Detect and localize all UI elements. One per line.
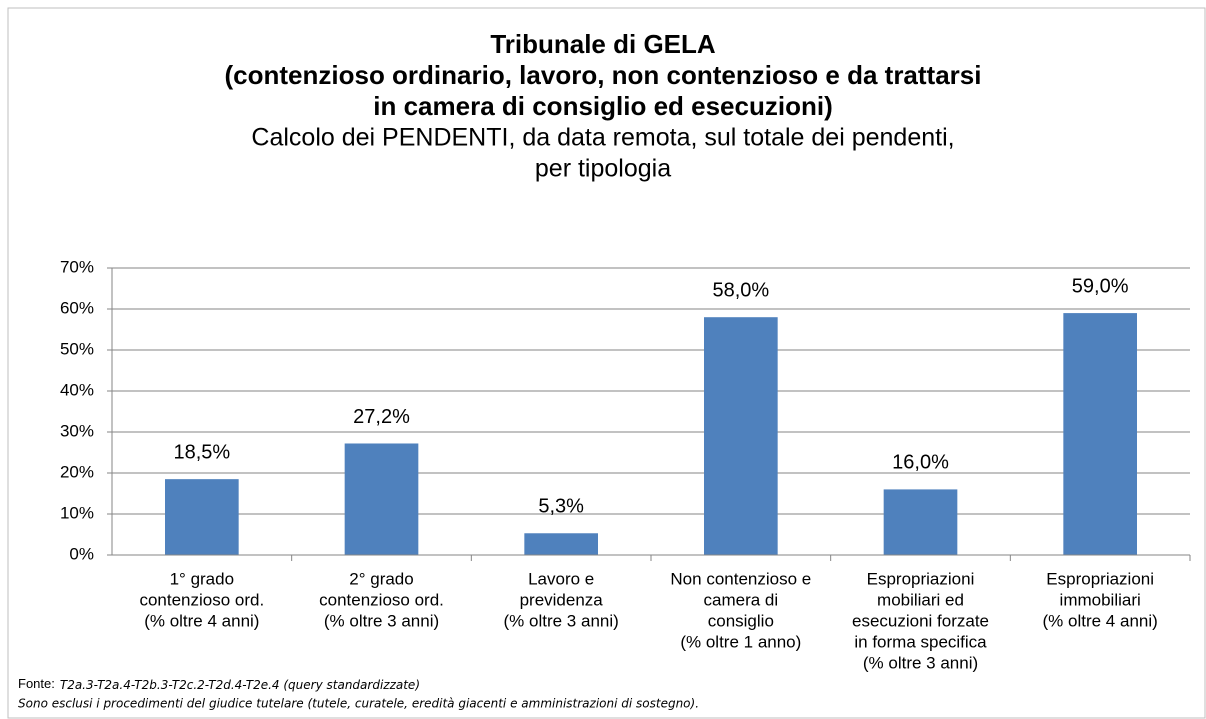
chart-subtitle: per tipologia <box>535 155 671 183</box>
x-tick-label: Espropriazioni <box>1046 569 1154 588</box>
x-tick-label: (% oltre 3 anni) <box>324 611 439 630</box>
x-tick-label: previdenza <box>520 590 604 609</box>
x-tick-label: (% oltre 3 anni) <box>863 653 978 672</box>
y-tick-label: 40% <box>60 380 94 399</box>
data-label: 58,0% <box>712 279 769 301</box>
y-tick-label: 50% <box>60 339 94 358</box>
chart-title: in camera di consiglio ed esecuzioni) <box>373 91 832 121</box>
y-tick-label: 20% <box>60 462 94 481</box>
chart-subtitle: Calcolo dei PENDENTI, da data remota, su… <box>251 124 954 152</box>
bar <box>344 443 419 555</box>
bar <box>524 533 598 555</box>
chart-frame <box>7 7 1206 719</box>
x-tick-label: (% oltre 4 anni) <box>144 611 259 630</box>
y-tick-label: 10% <box>60 503 94 522</box>
source: Fonte: T2a.3-T2a.4-T2b.3-T2c.2-T2d.4-T2e.… <box>18 676 420 691</box>
data-label: 16,0% <box>892 452 949 474</box>
x-tick-label: (% oltre 4 anni) <box>1043 611 1158 630</box>
y-tick-label: 60% <box>60 298 94 317</box>
x-tick-label: Non contenzioso e <box>670 569 811 588</box>
x-tick-label: contenzioso ord. <box>139 590 264 609</box>
y-tick-label: 30% <box>60 421 94 440</box>
chart-title: (contenzioso ordinario, lavoro, non cont… <box>225 60 982 90</box>
bar <box>883 489 958 555</box>
y-tick-label: 0% <box>69 544 94 563</box>
x-tick-label: (% oltre 3 anni) <box>504 611 619 630</box>
bar <box>165 479 239 555</box>
y-tick-label: 70% <box>60 257 94 276</box>
x-tick-label: esecuzioni forzate <box>852 611 989 630</box>
x-tick-label: immobiliari <box>1060 590 1141 609</box>
source-label: Fonte: <box>18 676 55 691</box>
x-tick-label: in forma specifica <box>854 632 987 651</box>
x-tick-label: consiglio <box>708 611 774 630</box>
source-text: T2a.3-T2a.4-T2b.3-T2c.2-T2d.4-T2e.4 (que… <box>60 678 420 692</box>
note: Sono esclusi i procedimenti del giudice … <box>18 697 699 711</box>
data-label: 5,3% <box>538 496 584 518</box>
x-tick-label: 1° grado <box>170 569 234 588</box>
data-label: 59,0% <box>1072 275 1129 297</box>
x-tick-label: contenzioso ord. <box>319 590 444 609</box>
data-label: 27,2% <box>353 406 410 428</box>
bar <box>704 317 778 555</box>
x-tick-label: mobiliari ed <box>877 590 964 609</box>
x-tick-label: (% oltre 1 anno) <box>680 632 801 651</box>
data-label: 18,5% <box>173 441 230 463</box>
chart-title: Tribunale di GELA <box>490 29 716 59</box>
x-tick-label: 2° grado <box>349 569 413 588</box>
x-tick-label: Espropriazioni <box>867 569 975 588</box>
bar <box>1063 313 1137 555</box>
x-tick-label: camera di <box>704 590 779 609</box>
x-tick-label: Lavoro e <box>528 569 594 588</box>
